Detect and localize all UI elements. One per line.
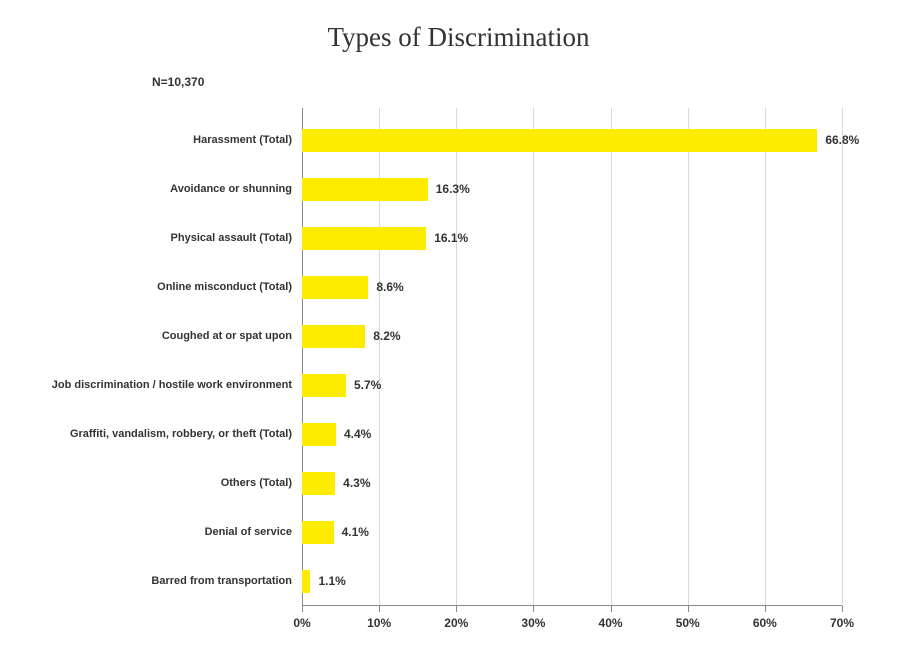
bar-category-label: Barred from transportation <box>151 575 302 587</box>
chart-title: Types of Discrimination <box>0 22 917 53</box>
bar <box>302 472 335 495</box>
x-tick-label: 20% <box>444 606 468 630</box>
bar-value-label: 4.4% <box>336 427 371 441</box>
bar-row: Job discrimination / hostile work enviro… <box>302 374 842 397</box>
bar-value-label: 66.8% <box>817 133 859 147</box>
bar-row: Graffiti, vandalism, robbery, or theft (… <box>302 423 842 446</box>
bar <box>302 570 310 593</box>
gridline <box>842 108 843 606</box>
bar-category-label: Avoidance or shunning <box>170 183 302 195</box>
x-tick-label: 40% <box>599 606 623 630</box>
bar-value-label: 16.3% <box>428 182 470 196</box>
bar-category-label: Coughed at or spat upon <box>162 330 302 342</box>
bar-category-label: Denial of service <box>205 526 302 538</box>
bar-value-label: 4.1% <box>334 525 369 539</box>
x-tick-label: 10% <box>367 606 391 630</box>
bar-value-label: 1.1% <box>310 574 345 588</box>
bar-value-label: 8.2% <box>365 329 400 343</box>
bar-row: Harassment (Total)66.8% <box>302 129 842 152</box>
bar <box>302 374 346 397</box>
x-tick-label: 0% <box>293 606 310 630</box>
bar-row: Denial of service4.1% <box>302 521 842 544</box>
bar <box>302 423 336 446</box>
x-tick-label: 70% <box>830 606 854 630</box>
chart-plot-area: 0%10%20%30%40%50%60%70%Harassment (Total… <box>302 108 842 606</box>
bar-value-label: 5.7% <box>346 378 381 392</box>
bar-category-label: Job discrimination / hostile work enviro… <box>52 379 302 391</box>
x-tick-label: 50% <box>676 606 700 630</box>
bar <box>302 521 334 544</box>
bar-category-label: Online misconduct (Total) <box>157 281 302 293</box>
bar-value-label: 4.3% <box>335 476 370 490</box>
x-tick-label: 60% <box>753 606 777 630</box>
bar-category-label: Physical assault (Total) <box>171 232 302 244</box>
bar-row: Coughed at or spat upon8.2% <box>302 325 842 348</box>
bar <box>302 227 426 250</box>
bar-value-label: 16.1% <box>426 231 468 245</box>
bar-category-label: Others (Total) <box>221 477 302 489</box>
bar <box>302 325 365 348</box>
x-axis-line <box>302 605 842 606</box>
bar-row: Avoidance or shunning16.3% <box>302 178 842 201</box>
bar <box>302 178 428 201</box>
bar-category-label: Harassment (Total) <box>193 134 302 146</box>
bar-category-label: Graffiti, vandalism, robbery, or theft (… <box>70 428 302 440</box>
bar-row: Others (Total)4.3% <box>302 472 842 495</box>
bar <box>302 129 817 152</box>
chart-subtitle: N=10,370 <box>152 75 204 89</box>
bar-value-label: 8.6% <box>368 280 403 294</box>
bar-row: Barred from transportation1.1% <box>302 570 842 593</box>
x-tick-label: 30% <box>521 606 545 630</box>
bar-row: Online misconduct (Total)8.6% <box>302 276 842 299</box>
bar-row: Physical assault (Total)16.1% <box>302 227 842 250</box>
bar <box>302 276 368 299</box>
